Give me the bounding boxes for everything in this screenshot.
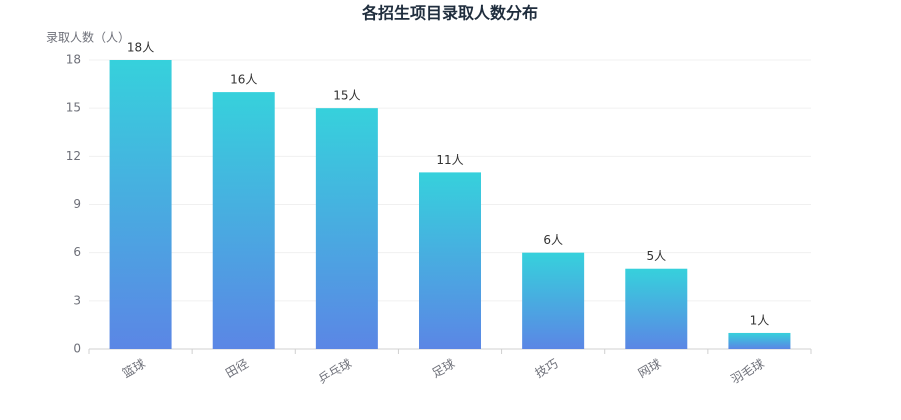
y-tick-label: 3 — [73, 293, 81, 307]
y-tick-label: 18 — [66, 53, 81, 67]
x-tick-label: 羽毛球 — [728, 357, 766, 387]
data-label: 15人 — [333, 89, 360, 103]
bar — [419, 172, 481, 349]
data-label: 11人 — [436, 153, 463, 167]
bar — [109, 60, 172, 349]
data-label: 1人 — [750, 313, 770, 327]
x-tick-label: 技巧 — [533, 357, 561, 381]
x-tick-label: 足球 — [429, 357, 457, 381]
chart-title: 各招生项目录取人数分布 — [361, 4, 538, 23]
bar — [315, 108, 378, 350]
data-label: 6人 — [543, 233, 563, 247]
data-label: 5人 — [646, 249, 666, 263]
bar — [625, 268, 688, 349]
bar — [522, 252, 585, 349]
y-tick-label: 15 — [66, 101, 81, 115]
data-label: 16人 — [230, 73, 257, 87]
bar — [728, 332, 791, 349]
y-tick-label: 9 — [73, 197, 81, 211]
x-tick-label: 乒乓球 — [316, 357, 354, 387]
y-tick-label: 12 — [66, 149, 81, 163]
data-label: 18人 — [127, 41, 154, 55]
bar — [212, 92, 275, 349]
y-tick-label: 6 — [73, 245, 81, 259]
x-tick-label: 篮球 — [120, 356, 148, 381]
x-tick-label: 网球 — [636, 357, 664, 381]
x-tick-label: 田径 — [223, 357, 251, 381]
y-tick-label: 0 — [73, 342, 81, 356]
y-axis-label: 录取人数（人） — [46, 30, 130, 45]
